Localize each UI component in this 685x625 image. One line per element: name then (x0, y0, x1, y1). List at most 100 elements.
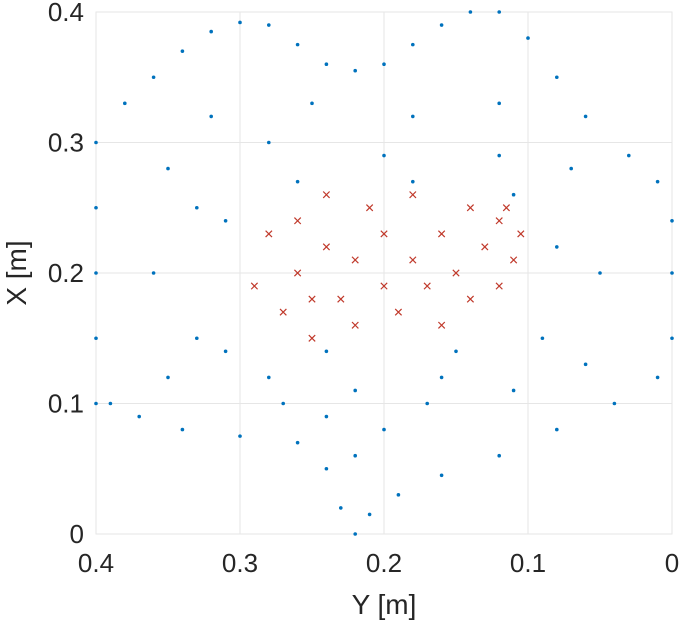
blue-point (511, 192, 516, 197)
x-axis-label: Y [m] (352, 589, 417, 620)
blue-point (295, 440, 300, 445)
blue-point (324, 62, 329, 66)
blue-point (339, 506, 343, 510)
blue-point (598, 271, 602, 275)
blue-point (209, 29, 213, 34)
blue-point (223, 349, 228, 354)
blue-point (137, 414, 141, 419)
red-x-point (337, 295, 345, 303)
blue-point (583, 114, 588, 119)
blue-point (281, 401, 286, 406)
blue-point (108, 401, 113, 406)
blue-point (94, 401, 98, 406)
x-tick-label: 0.4 (78, 548, 114, 578)
blue-point (468, 10, 473, 14)
blue-point (223, 219, 228, 223)
blue-point (497, 153, 502, 158)
blue-point (180, 427, 185, 432)
blue-point (94, 140, 98, 145)
red-x-point (409, 256, 417, 264)
blue-point (353, 453, 358, 458)
blue-point (324, 414, 329, 419)
blue-point (382, 427, 386, 432)
red-x-point (466, 204, 475, 212)
blue-point (166, 166, 170, 171)
y-tick-label: 0.2 (48, 258, 84, 288)
red-x-point (481, 243, 489, 251)
y-tick-label: 0 (70, 519, 84, 549)
blue-point (295, 42, 300, 47)
blue-point (439, 375, 444, 380)
x-tick-labels: 0.4 0.3 0.2 0.1 0 (78, 548, 679, 578)
red-x-point (322, 191, 331, 199)
blue-point (670, 219, 674, 223)
red-x-point (517, 230, 525, 238)
x-tick-label: 0.3 (222, 548, 258, 578)
blue-point (267, 140, 271, 145)
blue-point (411, 42, 415, 47)
red-x-point (250, 282, 259, 290)
y-tick-label: 0.1 (48, 389, 84, 419)
blue-point (670, 336, 674, 341)
blue-point (555, 427, 559, 432)
red-x-point (380, 282, 388, 290)
blue-point (151, 271, 156, 275)
red-x-point (495, 282, 503, 290)
blue-point (396, 493, 401, 497)
blue-point (497, 10, 502, 14)
blue-point (94, 271, 98, 275)
blue-point (439, 473, 444, 478)
blue-point (151, 75, 156, 80)
y-tick-labels: 0 0.1 0.2 0.3 0.4 (48, 0, 84, 549)
red-x-point (466, 295, 475, 303)
y-axis-label: X [m] (1, 240, 32, 305)
blue-point (382, 153, 386, 158)
blue-point (166, 375, 170, 380)
x-tick-label: 0 (665, 548, 679, 578)
red-x-point (365, 204, 374, 212)
series-blue-points (94, 10, 674, 536)
blue-point (454, 349, 458, 354)
x-tick-label: 0.1 (510, 548, 546, 578)
red-x-point (380, 230, 388, 238)
blue-point (655, 179, 660, 184)
blue-point (612, 401, 617, 406)
red-x-point (308, 295, 316, 303)
blue-point (310, 101, 314, 106)
red-x-point (394, 308, 403, 316)
red-x-point (437, 321, 446, 329)
red-x-point (293, 269, 302, 277)
red-x-point (437, 230, 446, 238)
blue-point (94, 205, 98, 210)
red-x-point (279, 308, 287, 316)
blue-point (367, 512, 372, 517)
blue-point (497, 101, 502, 106)
blue-point (555, 245, 559, 249)
red-x-point (308, 334, 316, 342)
y-tick-label: 0.4 (48, 0, 84, 27)
blue-point (555, 75, 559, 80)
blue-point (180, 49, 185, 53)
red-x-point (322, 243, 331, 251)
blue-point (526, 36, 530, 40)
blue-point (94, 336, 98, 341)
blue-point (439, 23, 444, 27)
red-x-point (351, 256, 359, 264)
blue-point (540, 336, 545, 341)
blue-point (569, 166, 573, 171)
blue-point (195, 336, 199, 341)
red-x-point (495, 217, 503, 225)
red-x-point (423, 282, 431, 290)
blue-point (627, 153, 631, 158)
blue-point (655, 375, 660, 380)
blue-point (411, 114, 415, 119)
blue-point (324, 466, 329, 471)
blue-point (238, 20, 242, 25)
blue-point (295, 179, 300, 184)
red-x-point (351, 321, 359, 329)
blue-point (195, 205, 199, 210)
red-x-point (502, 204, 511, 212)
red-x-point (265, 230, 273, 238)
blue-point (209, 114, 213, 119)
